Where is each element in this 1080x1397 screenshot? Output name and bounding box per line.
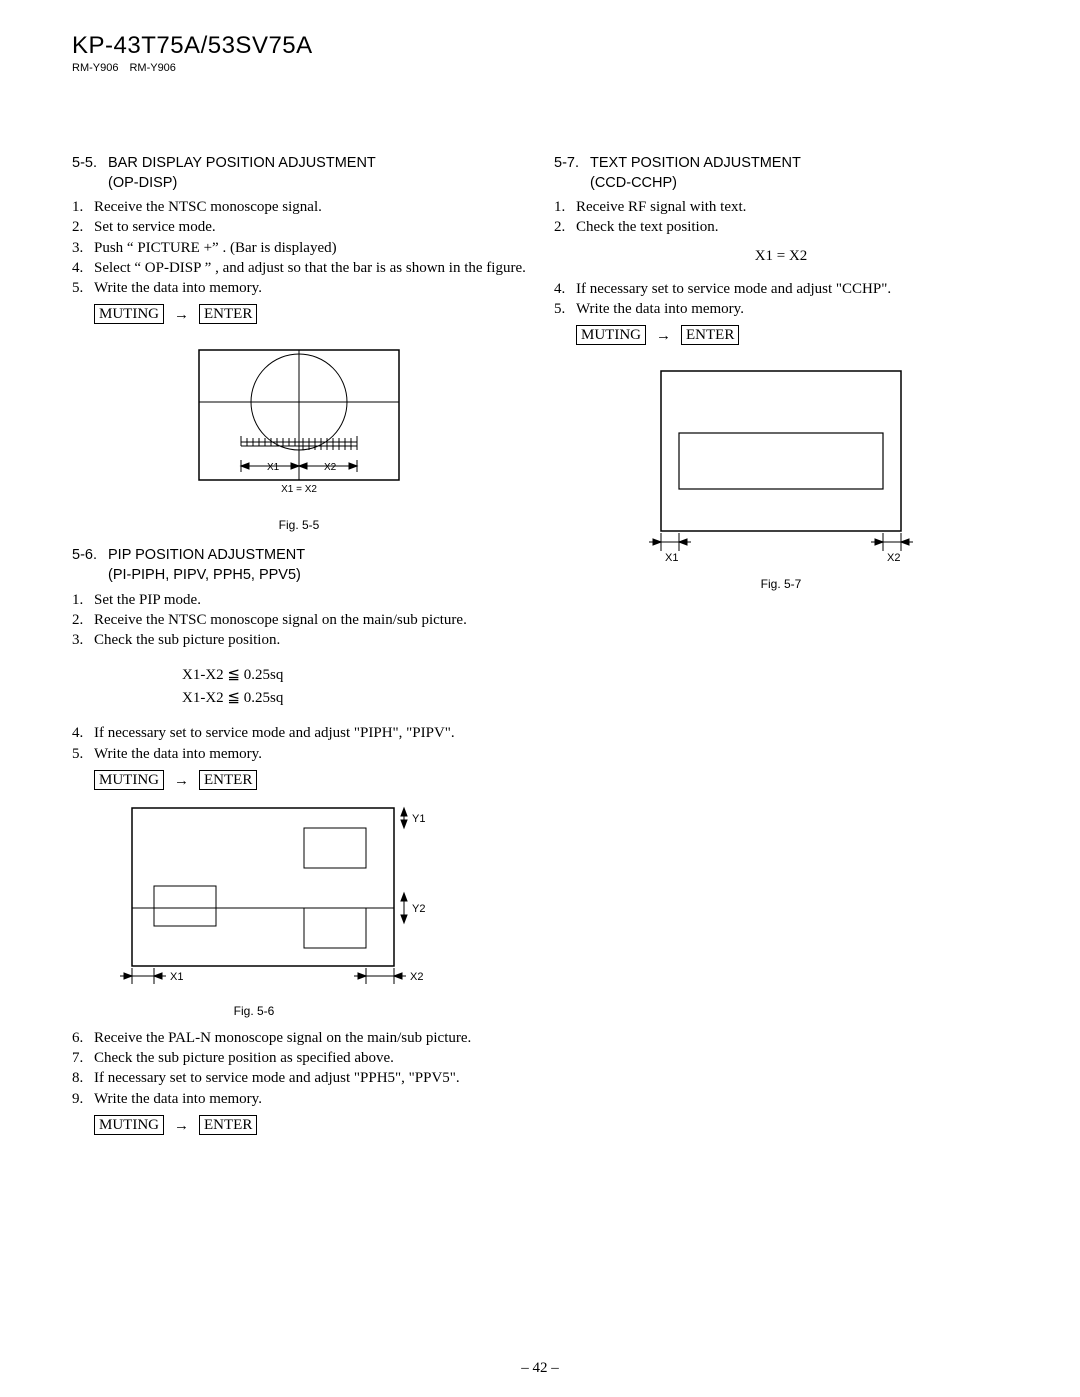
- section-5-6-steps-b: 4.If necessary set to service mode and a…: [72, 723, 526, 764]
- muting-key: MUTING: [94, 1115, 164, 1135]
- page-number: – 42 –: [0, 1360, 1080, 1377]
- keypress-row: MUTING → ENTER: [94, 304, 526, 324]
- muting-key: MUTING: [94, 304, 164, 324]
- muting-key: MUTING: [576, 325, 646, 345]
- svg-text:Y1: Y1: [412, 813, 425, 825]
- svg-text:Y2: Y2: [412, 903, 425, 915]
- svg-text:X2: X2: [887, 552, 900, 564]
- page-header: KP-43T75A/53SV75A RM-Y906 RM-Y906: [72, 32, 1008, 74]
- section-5-7-heading: 5-7.TEXT POSITION ADJUSTMENT (CCD-CCHP): [554, 154, 1008, 193]
- section-5-5-heading: 5-5.BAR DISPLAY POSITION ADJUSTMENT (OP-…: [72, 154, 526, 193]
- left-column: 5-5.BAR DISPLAY POSITION ADJUSTMENT (OP-…: [72, 154, 526, 1135]
- section-5-6-heading: 5-6.PIP POSITION ADJUSTMENT (PI-PIPH, PI…: [72, 546, 526, 585]
- arrow-icon: →: [174, 307, 189, 324]
- section-5-5-steps: 1.Receive the NTSC monoscope signal. 2.S…: [72, 197, 526, 298]
- arrow-icon: →: [174, 1118, 189, 1135]
- fig-5-5-caption: Fig. 5-5: [179, 518, 419, 532]
- section-5-7-steps-a: 1.Receive RF signal with text. 2.Check t…: [554, 197, 1008, 238]
- section-5-7-steps-b: 4.If necessary set to service mode and a…: [554, 279, 1008, 320]
- keypress-row: MUTING → ENTER: [94, 770, 526, 790]
- keypress-row: MUTING → ENTER: [576, 325, 1008, 345]
- enter-key: ENTER: [199, 304, 257, 324]
- svg-text:X1: X1: [267, 462, 280, 473]
- section-5-6-steps-a: 1.Set the PIP mode. 2.Receive the NTSC m…: [72, 590, 526, 651]
- svg-text:X1 = X2: X1 = X2: [281, 484, 317, 495]
- figure-5-6: Y1 Y2 X1: [114, 798, 444, 1018]
- arrow-icon: →: [656, 328, 671, 345]
- section-5-6-steps-c: 6.Receive the PAL-N monoscope signal on …: [72, 1028, 526, 1109]
- model-title: KP-43T75A/53SV75A: [72, 32, 1008, 60]
- remote-models: RM-Y906 RM-Y906: [72, 62, 1008, 74]
- keypress-row: MUTING → ENTER: [94, 1115, 526, 1135]
- muting-key: MUTING: [94, 770, 164, 790]
- svg-text:X2: X2: [324, 462, 337, 473]
- enter-key: ENTER: [199, 770, 257, 790]
- figure-5-7: X1 X2 Fig. 5-7: [641, 361, 921, 591]
- arrow-icon: →: [174, 773, 189, 790]
- eq-5-6: X1-X2 ≦ 0.25sq X1-X2 ≦ 0.25sq: [182, 664, 526, 709]
- fig-5-7-caption: Fig. 5-7: [641, 577, 921, 591]
- content-columns: 5-5.BAR DISPLAY POSITION ADJUSTMENT (OP-…: [72, 154, 1008, 1135]
- svg-text:X1: X1: [170, 971, 183, 983]
- eq-5-7: X1 = X2: [554, 248, 1008, 265]
- figure-5-5: X1 X2 X1 = X2 Fig. 5-5: [179, 342, 419, 532]
- right-column: 5-7.TEXT POSITION ADJUSTMENT (CCD-CCHP) …: [554, 154, 1008, 1135]
- enter-key: ENTER: [199, 1115, 257, 1135]
- fig-5-6-caption: Fig. 5-6: [114, 1004, 394, 1018]
- enter-key: ENTER: [681, 325, 739, 345]
- svg-text:X2: X2: [410, 971, 423, 983]
- svg-text:X1: X1: [665, 552, 678, 564]
